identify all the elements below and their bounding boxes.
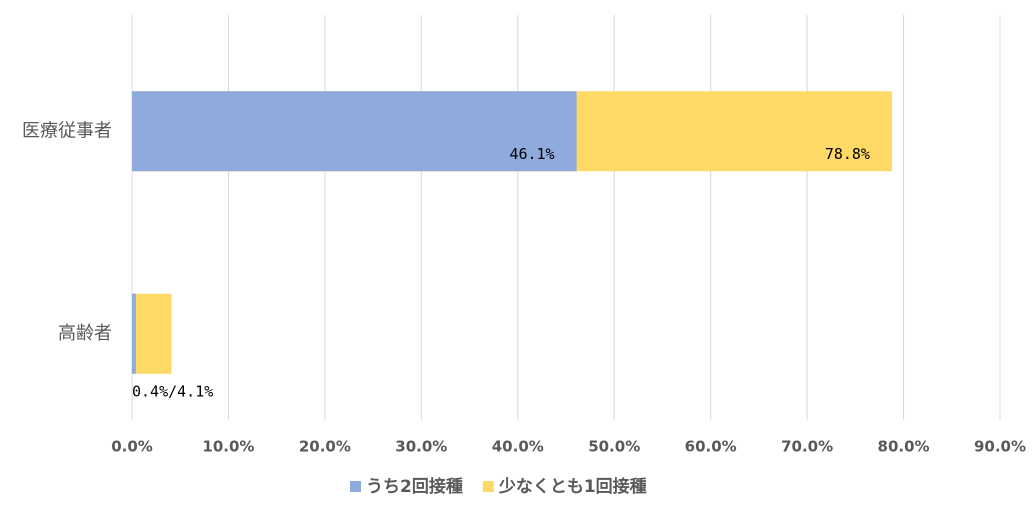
data-label: 46.1% — [509, 145, 554, 163]
y-tick-label: 医療従事者 — [22, 120, 112, 141]
bar — [132, 293, 172, 374]
x-tick-label: 0.0% — [111, 438, 153, 456]
x-tick-label: 60.0% — [685, 438, 737, 456]
legend-label: 少なくとも1回接種 — [498, 476, 647, 497]
x-tick-label: 20.0% — [299, 438, 351, 456]
legend-swatch — [350, 481, 361, 492]
x-tick-label: 90.0% — [974, 438, 1026, 456]
y-tick-label: 高齢者 — [58, 323, 112, 344]
annotation: 0.4%/4.1% — [132, 382, 213, 400]
x-tick-label: 10.0% — [202, 438, 254, 456]
bar — [132, 293, 136, 374]
legend-label: うち2回接種 — [366, 476, 463, 497]
legend-swatch — [482, 481, 494, 492]
data-label: 78.8% — [825, 145, 870, 163]
x-tick-label: 80.0% — [878, 438, 930, 456]
x-tick-label: 40.0% — [492, 438, 544, 456]
bar — [132, 91, 577, 172]
x-tick-label: 50.0% — [588, 438, 640, 456]
x-tick-label: 70.0% — [781, 438, 833, 456]
x-tick-label: 30.0% — [395, 438, 447, 456]
